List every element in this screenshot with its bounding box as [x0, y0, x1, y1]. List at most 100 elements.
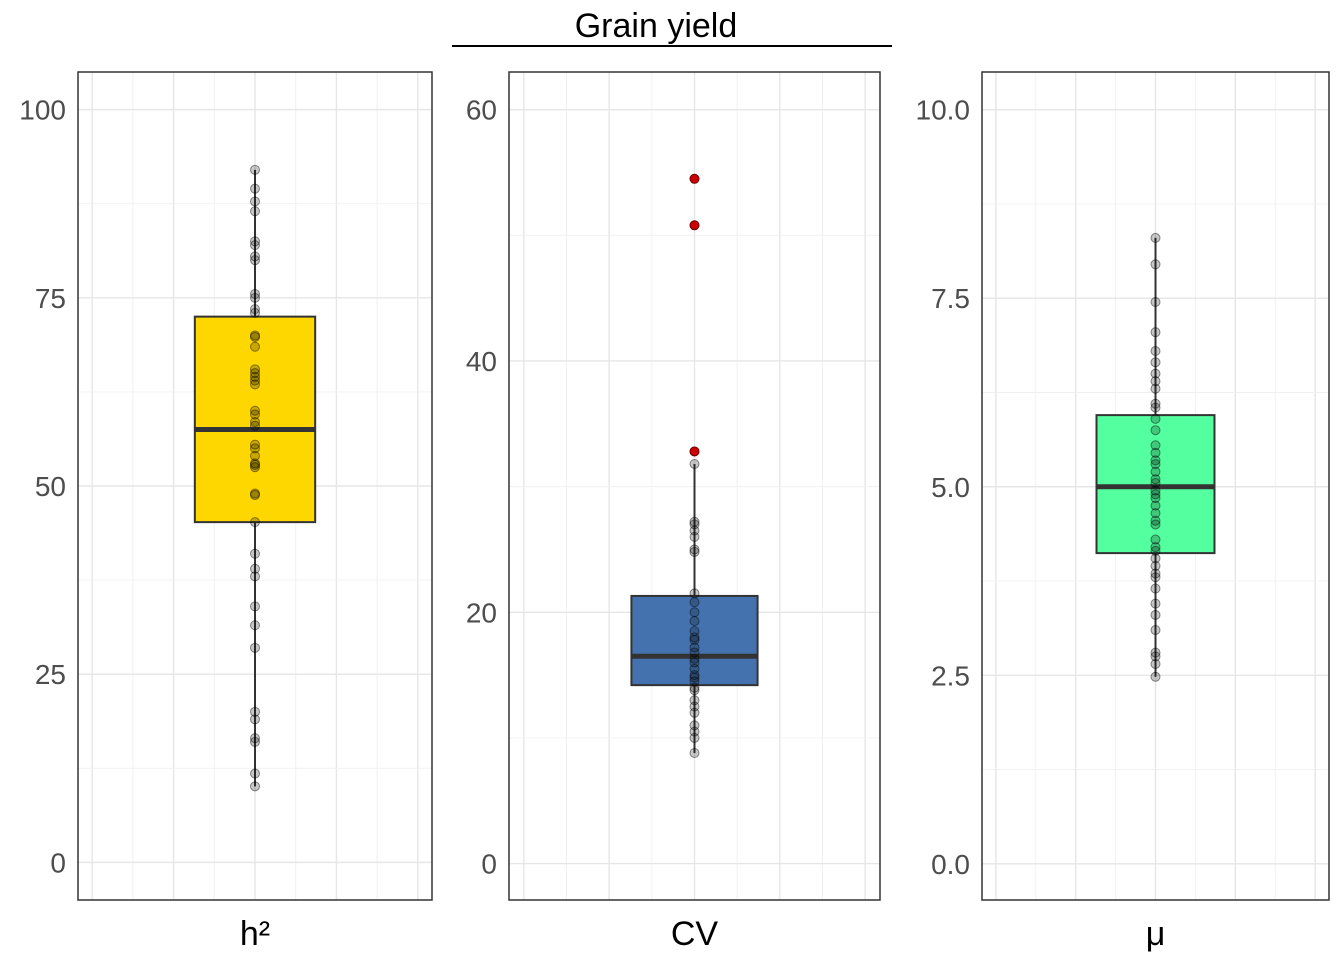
data-point [250, 439, 260, 450]
data-point [1150, 259, 1161, 270]
data-point [689, 747, 700, 758]
data-point [689, 701, 700, 712]
data-point [1150, 368, 1161, 379]
data-point [250, 488, 260, 499]
data-point [250, 768, 260, 779]
data-point [689, 626, 700, 637]
data-point [1150, 346, 1161, 357]
data-point [250, 420, 260, 431]
data-point [250, 304, 260, 315]
panel-0: 0 25 50 75 100 h² [19, 71, 433, 953]
data-point [1150, 609, 1161, 620]
data-point [689, 597, 700, 608]
vertical-grid [523, 72, 866, 900]
data-point [250, 563, 260, 574]
data-point [250, 459, 260, 470]
data-point [689, 525, 700, 536]
data-point [250, 417, 260, 428]
data-point [250, 620, 260, 631]
data-point [1150, 357, 1161, 368]
data-point [250, 331, 260, 342]
data-point [1150, 658, 1161, 669]
panel-1: 0 20 40 60 CV [466, 71, 881, 953]
data-point [1150, 534, 1161, 545]
data-point [689, 726, 700, 737]
y-tick-label: 75 [35, 283, 66, 314]
data-point [1150, 232, 1161, 243]
data-point [250, 462, 260, 473]
data-point [1150, 647, 1161, 658]
y-tick-label: 10.0 [916, 95, 971, 126]
data-point [250, 490, 260, 501]
data-point [250, 733, 260, 744]
data-point [250, 364, 260, 375]
data-point [250, 379, 260, 390]
data-point [1150, 515, 1161, 526]
data-point [250, 642, 260, 653]
data-point [250, 307, 260, 318]
panels-layer: 0 25 50 75 100 h² 0 20 40 60 CV 0.0 2.5 5.0 7.5 10.0 μ [19, 71, 1330, 953]
data-point [250, 292, 260, 303]
data-point [689, 607, 700, 618]
data-point [1150, 477, 1161, 488]
box-iqr [630, 594, 759, 687]
data-point [1150, 500, 1161, 511]
data-point [1150, 425, 1161, 436]
data-point [250, 183, 260, 194]
data-point [689, 653, 700, 664]
x-category-label: h² [240, 915, 270, 953]
data-point [1150, 485, 1161, 496]
data-point [689, 531, 700, 542]
data-point [250, 458, 260, 469]
data-point [689, 682, 700, 693]
data-point [1150, 459, 1161, 470]
data-point [1150, 493, 1161, 504]
data-point [1150, 455, 1161, 466]
panel-2: 0.0 2.5 5.0 7.5 10.0 μ [916, 71, 1330, 953]
y-tick-label: 7.5 [931, 283, 970, 314]
y-tick-label: 100 [19, 95, 66, 126]
data-point [689, 695, 700, 706]
data-point [689, 632, 700, 643]
data-point [1150, 297, 1161, 307]
data-point [689, 544, 700, 555]
x-category-label: μ [1146, 915, 1166, 953]
data-point [689, 657, 700, 668]
data-point [1150, 508, 1161, 519]
data-point [689, 634, 700, 645]
data-point [689, 616, 700, 627]
data-point [250, 164, 260, 175]
data-point [1150, 440, 1161, 451]
data-point [250, 517, 260, 528]
data-point [250, 781, 260, 792]
data-point [250, 236, 260, 247]
data-point [250, 736, 260, 747]
data-point [1150, 402, 1161, 413]
data-point [250, 206, 260, 217]
data-point [250, 330, 260, 341]
x-category-label: CV [671, 915, 719, 953]
data-point [689, 732, 700, 743]
data-point [250, 714, 260, 725]
data-point [250, 601, 260, 612]
panel-border [981, 71, 1330, 901]
y-tick-label: 0 [50, 847, 66, 878]
data-point [250, 405, 260, 416]
data-point [1150, 568, 1161, 579]
data-point [1150, 583, 1161, 594]
data-point [250, 289, 260, 300]
y-tick-label: 5.0 [931, 472, 970, 503]
box-iqr [193, 315, 317, 524]
data-point [689, 720, 700, 731]
data-point [250, 196, 260, 207]
y-tick-label: 0.0 [931, 849, 970, 880]
data-point [689, 647, 700, 658]
data-point [1150, 398, 1161, 409]
box-iqr [1095, 414, 1216, 555]
data-point [689, 588, 700, 599]
data-point [689, 546, 700, 557]
data-point [1150, 542, 1161, 553]
data-point [250, 548, 260, 559]
